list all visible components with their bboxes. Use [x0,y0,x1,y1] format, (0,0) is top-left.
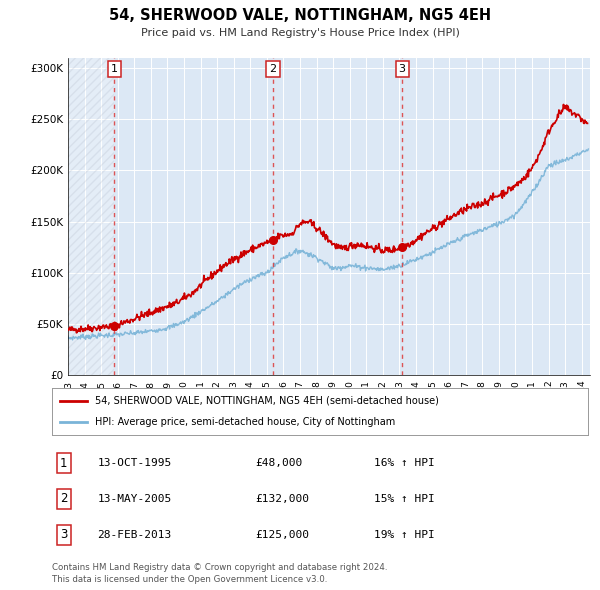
Text: 28-FEB-2013: 28-FEB-2013 [98,530,172,540]
Text: 3: 3 [60,528,67,542]
Text: Price paid vs. HM Land Registry's House Price Index (HPI): Price paid vs. HM Land Registry's House … [140,28,460,38]
Text: £125,000: £125,000 [256,530,310,540]
Text: 15% ↑ HPI: 15% ↑ HPI [374,494,434,504]
Text: 2: 2 [269,64,277,74]
Text: 19% ↑ HPI: 19% ↑ HPI [374,530,434,540]
Text: HPI: Average price, semi-detached house, City of Nottingham: HPI: Average price, semi-detached house,… [95,417,395,427]
Text: 54, SHERWOOD VALE, NOTTINGHAM, NG5 4EH: 54, SHERWOOD VALE, NOTTINGHAM, NG5 4EH [109,8,491,23]
Text: This data is licensed under the Open Government Licence v3.0.: This data is licensed under the Open Gov… [52,575,328,584]
Text: 13-MAY-2005: 13-MAY-2005 [98,494,172,504]
Text: £48,000: £48,000 [256,458,303,468]
Text: 3: 3 [398,64,406,74]
Text: 2: 2 [60,493,68,506]
Text: Contains HM Land Registry data © Crown copyright and database right 2024.: Contains HM Land Registry data © Crown c… [52,563,388,572]
Text: 13-OCT-1995: 13-OCT-1995 [98,458,172,468]
Text: £132,000: £132,000 [256,494,310,504]
Text: 1: 1 [60,457,68,470]
Text: 54, SHERWOOD VALE, NOTTINGHAM, NG5 4EH (semi-detached house): 54, SHERWOOD VALE, NOTTINGHAM, NG5 4EH (… [95,396,439,406]
Bar [68,58,114,375]
Text: 1: 1 [110,64,118,74]
Text: 16% ↑ HPI: 16% ↑ HPI [374,458,434,468]
